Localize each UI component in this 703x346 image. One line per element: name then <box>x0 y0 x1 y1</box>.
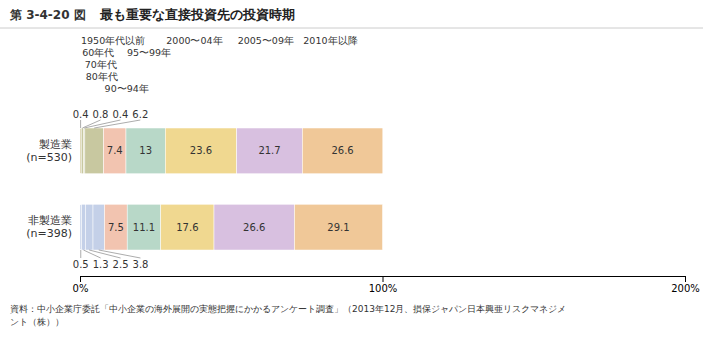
data-label: 17.6 <box>176 222 198 233</box>
x-tick-mark <box>383 276 384 282</box>
data-label: 0.4 <box>112 109 128 120</box>
data-label: 23.6 <box>190 145 212 156</box>
data-label: 0.8 <box>93 109 109 120</box>
y-tick: 非製造業(n=398) <box>26 214 72 240</box>
period-label: 60年代 <box>82 47 114 58</box>
data-labels: 0.4 0.5 0.8 1.3 0.4 2.5 6.2 3.8 7.4 7.5 13 11.1 23.6… <box>73 109 354 270</box>
data-label: 26.6 <box>331 145 353 156</box>
bar-segment <box>104 128 126 174</box>
bar-segment <box>237 128 303 174</box>
data-label: 11.1 <box>133 222 155 233</box>
category-label: 非製造業(n=398) <box>26 214 72 240</box>
x-tick-label: 0% <box>73 283 89 294</box>
period-label: 90〜94年 <box>105 83 149 94</box>
bar-segment <box>127 204 161 250</box>
bar-segment <box>82 204 86 250</box>
x-tick: 0% <box>73 276 89 294</box>
x-tick: 100% <box>369 276 398 294</box>
bar-segment <box>165 128 236 174</box>
category-label-line: (n=398) <box>26 227 72 240</box>
y-tick: 製造業(n=530) <box>26 138 72 164</box>
bar-segment <box>105 204 128 250</box>
data-label: 6.2 <box>132 109 148 120</box>
leader-line <box>99 250 141 258</box>
leader-line <box>80 250 81 258</box>
bars <box>80 128 383 250</box>
category-label-line: 製造業 <box>39 138 72 151</box>
x-axis: 0% 100% 200% <box>73 276 700 294</box>
period-label: 80年代 <box>86 71 118 82</box>
period-label: 2000〜04年 <box>166 35 222 46</box>
leader-line <box>82 120 100 128</box>
x-tick-label: 200% <box>671 283 700 294</box>
category-label: 製造業(n=530) <box>26 138 72 164</box>
bar-segment <box>161 204 214 250</box>
period-label: 95〜99年 <box>127 47 171 58</box>
leader-line <box>83 250 100 258</box>
x-tick-mark <box>80 276 81 282</box>
title: 最も重要な直接投資先の投資時期 <box>99 7 295 22</box>
data-label: 0.4 <box>73 109 89 120</box>
data-label: 2.5 <box>113 259 129 270</box>
data-label: 26.6 <box>243 222 265 233</box>
bar-segment <box>85 204 93 250</box>
period-label: 70年代 <box>85 59 117 70</box>
bar-segment <box>302 128 382 174</box>
data-label: 29.1 <box>327 222 349 233</box>
bar-segment <box>81 128 83 174</box>
source-note: ント（株）） <box>10 317 64 327</box>
title-prefix: 第 3-4-20 図 <box>9 8 86 22</box>
x-tick: 200% <box>671 276 700 294</box>
period-label: 2010年以降 <box>303 35 357 46</box>
y-axis: 製造業(n=530) 非製造業(n=398) <box>26 138 72 240</box>
chart-container: 第 3-4-20 図最も重要な直接投資先の投資時期0.40.50.81.30.4… <box>0 0 703 346</box>
bar-segment <box>294 204 382 250</box>
x-axis-line <box>81 277 686 283</box>
category-label-line: 非製造業 <box>28 214 72 227</box>
x-tick-mark <box>685 276 686 282</box>
leader-line <box>80 120 81 128</box>
bar-segment <box>126 128 165 174</box>
data-label: 3.8 <box>133 259 149 270</box>
category-label-line: (n=530) <box>26 151 72 164</box>
chart-svg: 第 3-4-20 図最も重要な直接投資先の投資時期0.40.50.81.30.4… <box>0 0 703 346</box>
period-label: 1950年代以前 <box>81 35 145 46</box>
data-label: 13 <box>139 145 152 156</box>
period-labels: 1950年代以前60年代70年代80年代90〜94年 95〜99年2000〜04年… <box>81 35 358 94</box>
data-label: 0.5 <box>73 259 89 270</box>
bar-segment <box>214 204 294 250</box>
x-tick-label: 100% <box>369 283 398 294</box>
data-label: 1.3 <box>93 259 109 270</box>
period-label: 2005〜09年 <box>238 35 294 46</box>
bar-segment <box>93 204 104 250</box>
header-separator <box>0 28 703 29</box>
data-label: 21.7 <box>258 145 280 156</box>
data-label: 7.4 <box>107 145 123 156</box>
leader-line <box>94 120 140 128</box>
bar-segment <box>85 128 104 174</box>
source-note: 資料：中小企業庁委託「中小企業の海外展開の実態把握にかかるアンケート調査」（20… <box>10 304 566 314</box>
data-label: 7.5 <box>108 222 124 233</box>
